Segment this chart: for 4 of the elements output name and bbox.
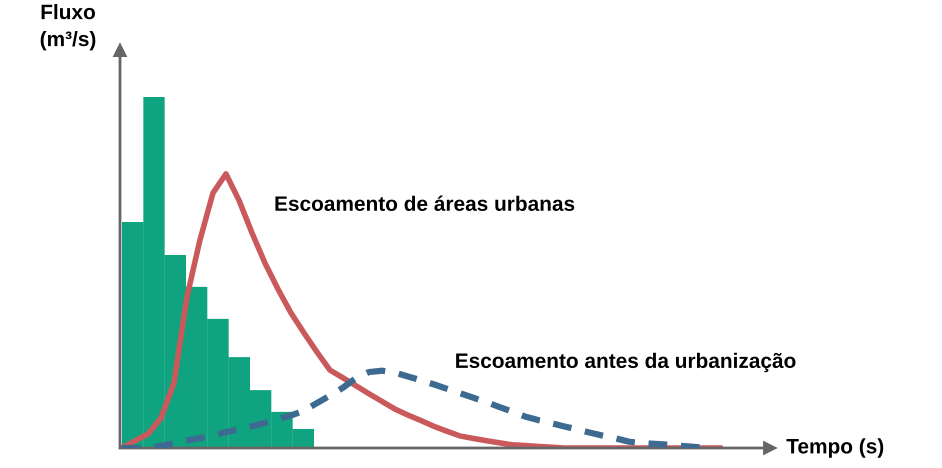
series-label: Escoamento de áreas urbanas (275, 196, 574, 212)
y-axis-title: Fluxo (m³/s) (40, 4, 96, 50)
series-label: Escoamento antes da urbanização (456, 352, 796, 372)
x-axis-title: Tempo (s) (786, 438, 884, 458)
